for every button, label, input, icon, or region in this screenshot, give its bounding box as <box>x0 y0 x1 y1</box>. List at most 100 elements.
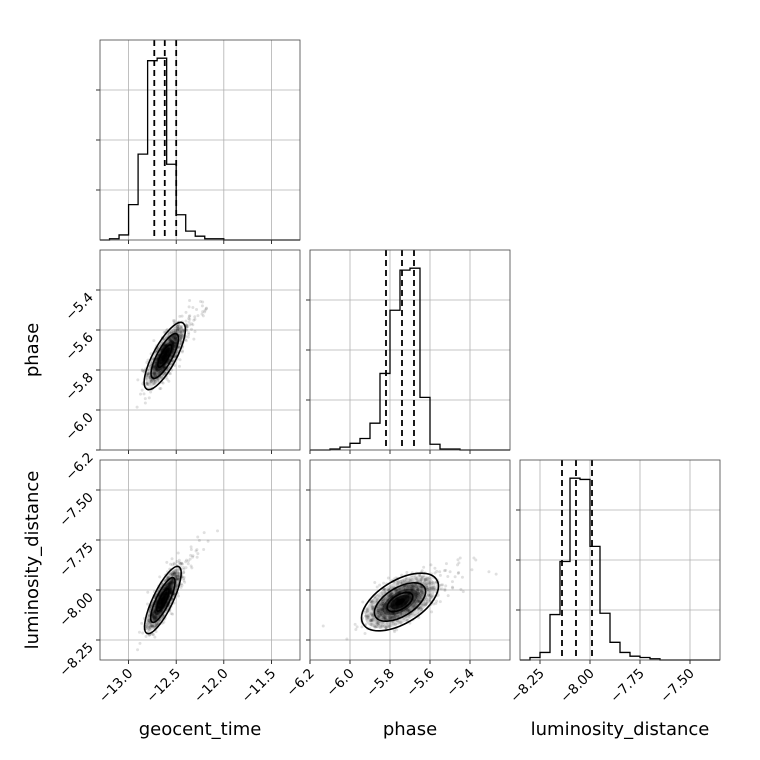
sample-point <box>172 345 176 349</box>
sample-point <box>370 603 374 607</box>
sample-point <box>402 589 406 593</box>
sample-point <box>180 562 184 566</box>
sample-point <box>381 602 385 606</box>
sample-point <box>181 349 185 353</box>
sample-point <box>416 599 420 603</box>
sample-point <box>412 598 416 602</box>
sample-point <box>172 571 176 575</box>
sample-point <box>389 592 393 596</box>
sample-point <box>186 335 190 339</box>
sample-point <box>188 317 192 321</box>
sample-point <box>167 582 171 586</box>
sample-point <box>404 589 408 593</box>
sample-point <box>173 338 177 342</box>
sample-point <box>146 383 150 387</box>
sample-point <box>409 588 413 592</box>
sample-point <box>155 616 159 620</box>
sample-point <box>151 633 155 637</box>
sample-point <box>155 366 159 370</box>
sample-point <box>204 307 208 311</box>
sample-point <box>174 335 178 339</box>
sample-point <box>413 600 417 604</box>
sample-point <box>377 614 381 618</box>
sample-point <box>195 555 199 559</box>
sample-point <box>398 590 402 594</box>
sample-point <box>416 599 420 603</box>
sample-point <box>170 584 174 588</box>
sample-point <box>171 347 175 351</box>
sample-point <box>392 614 396 618</box>
sample-point <box>382 601 386 605</box>
sample-point <box>153 618 157 622</box>
sample-point <box>366 614 370 618</box>
sample-point <box>388 594 392 598</box>
sample-point <box>187 317 191 321</box>
sample-point <box>425 576 429 580</box>
sample-point <box>412 587 416 591</box>
sample-point <box>376 614 380 618</box>
sample-point <box>170 353 174 357</box>
sample-point <box>419 596 423 600</box>
sample-point <box>178 338 182 342</box>
sample-point <box>431 587 435 591</box>
sample-point <box>191 306 195 310</box>
sample-point <box>414 592 418 596</box>
sample-point <box>411 605 415 609</box>
sample-point <box>404 578 408 582</box>
sample-point <box>405 588 409 592</box>
sample-point <box>157 613 161 617</box>
sample-point <box>167 582 171 586</box>
sample-point <box>390 615 394 619</box>
sample-point <box>167 584 171 588</box>
sample-point <box>376 609 380 613</box>
sample-point <box>427 593 431 597</box>
sample-point <box>172 572 176 576</box>
y-tick-label: −5.8 <box>62 370 96 404</box>
sample-point <box>414 603 418 607</box>
sample-point <box>172 338 176 342</box>
sample-point <box>169 584 173 588</box>
sample-point <box>182 570 186 574</box>
sample-point <box>195 548 199 552</box>
sample-point <box>416 596 420 600</box>
sample-point <box>153 365 157 369</box>
sample-point <box>146 629 150 633</box>
sample-point <box>387 588 391 592</box>
sample-point <box>425 599 429 603</box>
sample-point <box>369 618 373 622</box>
sample-point <box>411 603 415 607</box>
sample-point <box>176 328 180 332</box>
sample-point <box>189 327 193 331</box>
sample-point <box>190 566 194 570</box>
sample-point <box>403 588 407 592</box>
sample-point <box>167 581 171 585</box>
sample-point <box>428 598 432 602</box>
sample-point <box>166 582 170 586</box>
sample-point <box>387 611 391 615</box>
sample-point <box>175 568 179 572</box>
sample-point <box>387 596 391 600</box>
sample-point <box>414 598 418 602</box>
sample-point <box>382 616 386 620</box>
sample-point <box>414 595 418 599</box>
sample-point <box>440 587 444 591</box>
sample-point <box>191 323 195 327</box>
sample-point <box>173 345 177 349</box>
sample-point <box>387 587 391 591</box>
sample-point <box>410 605 414 609</box>
sample-point <box>159 611 163 615</box>
sample-point <box>393 615 397 619</box>
sample-point <box>155 616 159 620</box>
sample-point <box>430 586 434 590</box>
sample-point <box>405 607 409 611</box>
sample-point <box>410 587 414 591</box>
sample-point <box>401 610 405 614</box>
sample-point <box>144 634 148 638</box>
sample-point <box>153 361 157 365</box>
sample-point <box>162 620 166 624</box>
sample-point <box>419 606 423 610</box>
sample-point <box>421 603 425 607</box>
sample-point <box>139 392 143 396</box>
sample-point <box>396 614 400 618</box>
sample-point <box>176 326 180 330</box>
